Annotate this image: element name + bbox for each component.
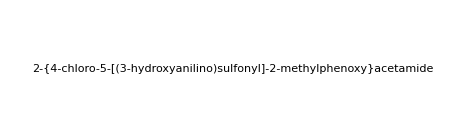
Text: 2-{4-chloro-5-[(3-hydroxyanilino)sulfonyl]-2-methylphenoxy}acetamide: 2-{4-chloro-5-[(3-hydroxyanilino)sulfony… xyxy=(32,64,434,74)
